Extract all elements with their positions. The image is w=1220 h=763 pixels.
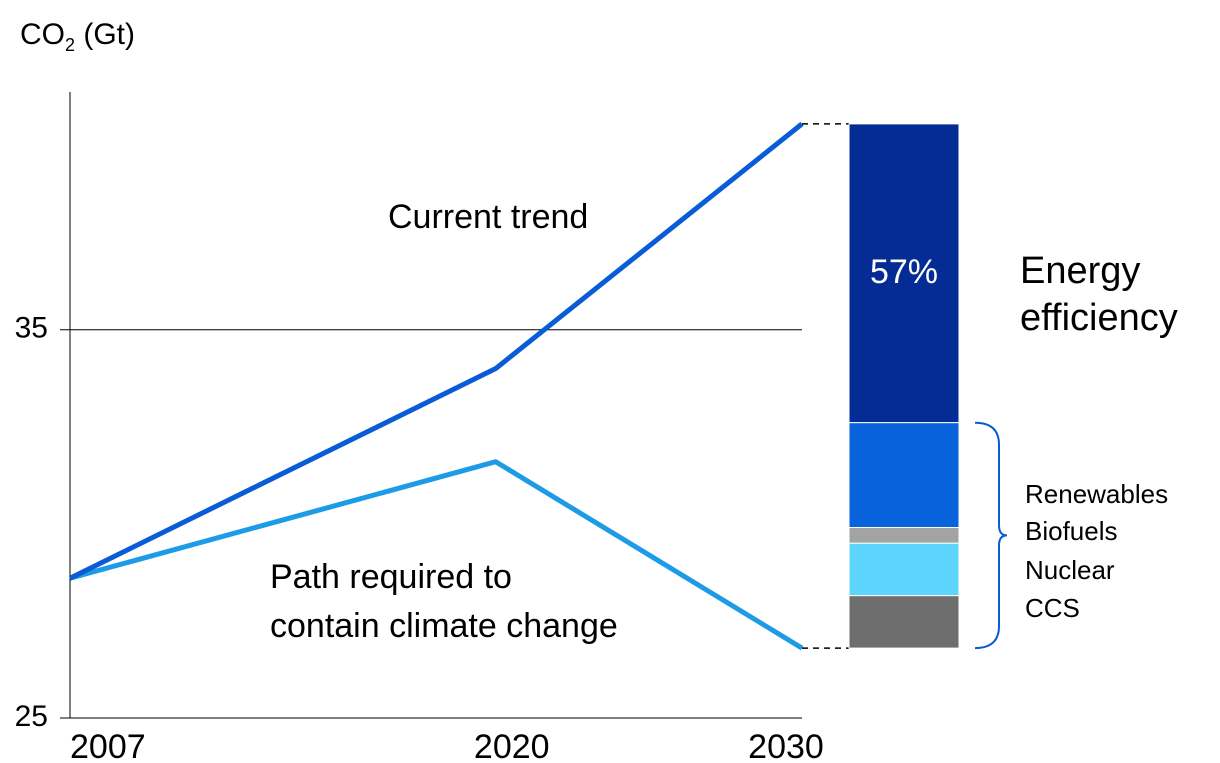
y-tick-label-25: 25 (15, 700, 48, 733)
legend-nuclear: Nuclear (1025, 555, 1115, 585)
bar-segment-ccs (848, 595, 960, 649)
y-axis-label-subscript: 2 (65, 35, 76, 55)
series-line-path-required (69, 459, 804, 651)
y-axis-label: CO2 (Gt) (20, 18, 135, 56)
legend-ccs: CCS (1025, 593, 1080, 623)
bar-segment-energy-efficiency (848, 123, 960, 424)
current-trend-label: Current trend (388, 198, 588, 236)
abatement-stacked-bar (848, 123, 960, 649)
bar-segment-renewables (848, 422, 960, 529)
legend-renewables: Renewables (1025, 479, 1168, 509)
legend-biofuels: Biofuels (1025, 516, 1118, 546)
energy-efficiency-label-line2: efficiency (1020, 297, 1178, 339)
path-required-label-line2: contain climate change (270, 607, 618, 645)
bar-segment-biofuels (848, 527, 960, 544)
energy-efficiency-label-line1: Energy (1020, 250, 1140, 292)
x-tick-label-2007: 2007 (70, 728, 146, 763)
series-line-current-trend (68, 121, 804, 581)
legend-brace (974, 421, 1008, 650)
y-axis-label-suffix: (Gt) (75, 18, 136, 51)
x-tick-label-2030: 2030 (748, 728, 824, 763)
bar-segment-nuclear (848, 542, 960, 597)
segment-label-57-percent: 57% (870, 253, 938, 291)
y-tick-label-35: 35 (15, 312, 48, 345)
path-required-label-line1: Path required to (270, 558, 512, 596)
x-tick-label-2020: 2020 (474, 728, 550, 763)
y-axis-label-prefix: CO (20, 18, 65, 51)
